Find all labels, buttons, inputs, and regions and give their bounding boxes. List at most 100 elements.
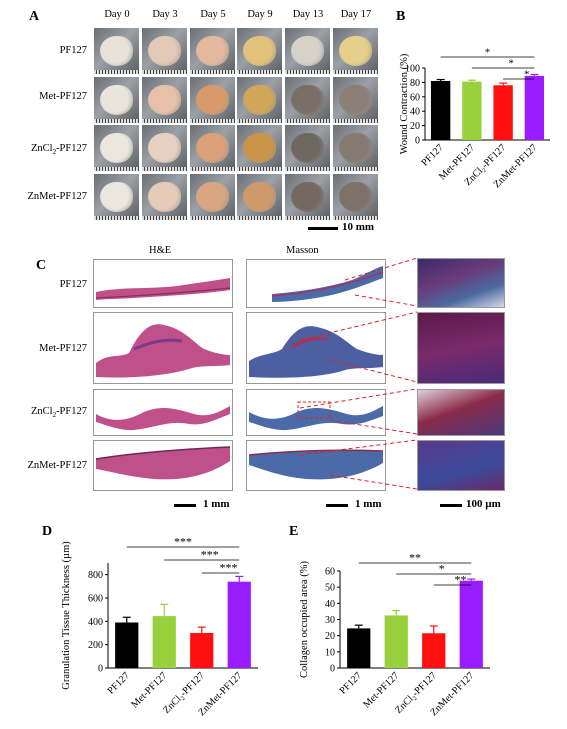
wound-photo bbox=[285, 125, 330, 171]
bar-znmet-pf127 bbox=[524, 75, 545, 140]
panel-letter-d: D bbox=[42, 524, 53, 539]
wound-photo bbox=[333, 77, 378, 123]
wound-photo bbox=[94, 77, 139, 123]
he-column-header: H&E bbox=[149, 245, 172, 256]
y-tick-label: 600 bbox=[88, 594, 103, 605]
he-section-zncl2-pf127 bbox=[93, 389, 233, 436]
y-tick-label: 0 bbox=[98, 664, 103, 675]
y-tick-label: 0 bbox=[330, 664, 335, 675]
y-tick-label: 200 bbox=[88, 640, 103, 651]
bar-zncl2-pf127 bbox=[422, 633, 446, 668]
scale-bar-masson bbox=[326, 504, 348, 507]
y-tick-label: 10 bbox=[325, 647, 335, 658]
y-tick-label: 80 bbox=[410, 78, 420, 89]
chart-granulation-thickness: 0200400600800PF127Met-PF127ZnCl₂-PF127Zn… bbox=[61, 535, 258, 718]
y-axis-label: Collagen occupied area (%) bbox=[299, 561, 310, 678]
y-tick-label: 0 bbox=[415, 136, 420, 147]
wound-photo bbox=[333, 28, 378, 74]
scale-bar-zoom-label: 100 µm bbox=[466, 498, 501, 510]
wound-photo bbox=[333, 174, 378, 220]
y-tick-label: 50 bbox=[325, 583, 335, 594]
x-tick-label: Met-PF127 bbox=[361, 670, 401, 710]
x-tick-label: PF127 bbox=[338, 670, 364, 696]
y-axis-label: Granulation Tissue Thickness (µm) bbox=[61, 541, 72, 690]
wound-photo bbox=[285, 174, 330, 220]
x-tick-label: Met-PF127 bbox=[129, 670, 169, 710]
zoom-section-zncl2-pf127 bbox=[417, 389, 505, 436]
chart-collagen-area: 0102030405060PF127Met-PF127ZnCl₂-PF127Zn… bbox=[299, 551, 490, 718]
day-header-17: Day 17 bbox=[340, 9, 372, 20]
histo-label-zncl2-pf127: ZnCl2-PF127 bbox=[30, 406, 87, 420]
wound-photo bbox=[285, 28, 330, 74]
panel-letter-a: A bbox=[29, 9, 40, 24]
significance-marker: * bbox=[524, 69, 530, 81]
y-tick-label: 20 bbox=[325, 631, 335, 642]
significance-marker: * bbox=[439, 562, 445, 576]
masson-section-pf127 bbox=[246, 259, 386, 308]
bar-pf127 bbox=[347, 628, 371, 668]
day-header-9: Day 9 bbox=[247, 9, 273, 20]
masson-section-zncl2-pf127 bbox=[246, 389, 386, 436]
x-tick-label: PF127 bbox=[419, 142, 445, 168]
day-header-5: Day 5 bbox=[200, 9, 226, 20]
significance-marker: * bbox=[485, 47, 491, 59]
bar-met-pf127 bbox=[462, 81, 482, 140]
wound-photo bbox=[142, 174, 187, 220]
bar-pf127 bbox=[430, 80, 451, 140]
wound-photo bbox=[190, 28, 235, 74]
panel-letter-c: C bbox=[36, 258, 47, 273]
bar-pf127 bbox=[115, 622, 139, 668]
wound-photo bbox=[142, 28, 187, 74]
wound-photo bbox=[237, 77, 282, 123]
wound-photo bbox=[190, 174, 235, 220]
wound-photo bbox=[94, 125, 139, 171]
bar-met-pf127 bbox=[152, 616, 176, 668]
wound-photo bbox=[237, 28, 282, 74]
y-tick-label: 40 bbox=[410, 107, 420, 118]
significance-marker: *** bbox=[174, 535, 192, 549]
y-tick-label: 60 bbox=[325, 567, 335, 578]
zoom-section-met-pf127 bbox=[417, 312, 505, 384]
row-label-zncl2-pf127: ZnCl2-PF127 bbox=[30, 143, 87, 157]
bar-znmet-pf127 bbox=[459, 580, 483, 668]
y-axis-label: Wound Contraction (%) bbox=[399, 53, 410, 154]
row-label-znmet-pf127: ZnMet-PF127 bbox=[27, 191, 87, 202]
scale-bar-masson-label: 1 mm bbox=[355, 498, 382, 510]
significance-marker: ** bbox=[455, 573, 467, 587]
day-header-0: Day 0 bbox=[104, 9, 130, 20]
day-header-3: Day 3 bbox=[152, 9, 178, 20]
masson-column-header: Masson bbox=[286, 245, 319, 256]
he-section-met-pf127 bbox=[93, 312, 233, 384]
panel-letter-e: E bbox=[289, 524, 299, 539]
y-tick-label: 20 bbox=[410, 121, 420, 132]
scale-bar-10mm-label: 10 mm bbox=[342, 221, 375, 233]
wound-photo bbox=[94, 28, 139, 74]
significance-marker: ** bbox=[409, 551, 421, 565]
he-section-znmet-pf127 bbox=[93, 440, 233, 491]
wound-photo bbox=[142, 125, 187, 171]
bar-met-pf127 bbox=[384, 615, 408, 668]
significance-marker: * bbox=[508, 58, 514, 70]
zoom-section-pf127 bbox=[417, 258, 505, 308]
panel-letter-b: B bbox=[396, 9, 406, 24]
wound-photo bbox=[190, 125, 235, 171]
histo-label-pf127: PF127 bbox=[59, 279, 87, 290]
bar-zncl2-pf127 bbox=[493, 85, 513, 140]
row-label-pf127: PF127 bbox=[59, 45, 87, 56]
significance-marker: *** bbox=[220, 561, 238, 575]
y-tick-label: 800 bbox=[88, 570, 103, 581]
row-label-met-pf127: Met-PF127 bbox=[39, 91, 87, 102]
wound-photo bbox=[237, 174, 282, 220]
wound-photo bbox=[237, 125, 282, 171]
wound-photo bbox=[333, 125, 378, 171]
histo-label-znmet-pf127: ZnMet-PF127 bbox=[27, 460, 87, 471]
wound-photo bbox=[94, 174, 139, 220]
bar-znmet-pf127 bbox=[227, 581, 251, 668]
y-tick-label: 30 bbox=[325, 615, 335, 626]
scale-bar-10mm bbox=[308, 227, 338, 230]
he-section-pf127 bbox=[93, 259, 233, 308]
scale-bar-he bbox=[174, 504, 196, 507]
y-tick-label: 400 bbox=[88, 617, 103, 628]
y-tick-label: 60 bbox=[410, 92, 420, 103]
wound-photo bbox=[142, 77, 187, 123]
